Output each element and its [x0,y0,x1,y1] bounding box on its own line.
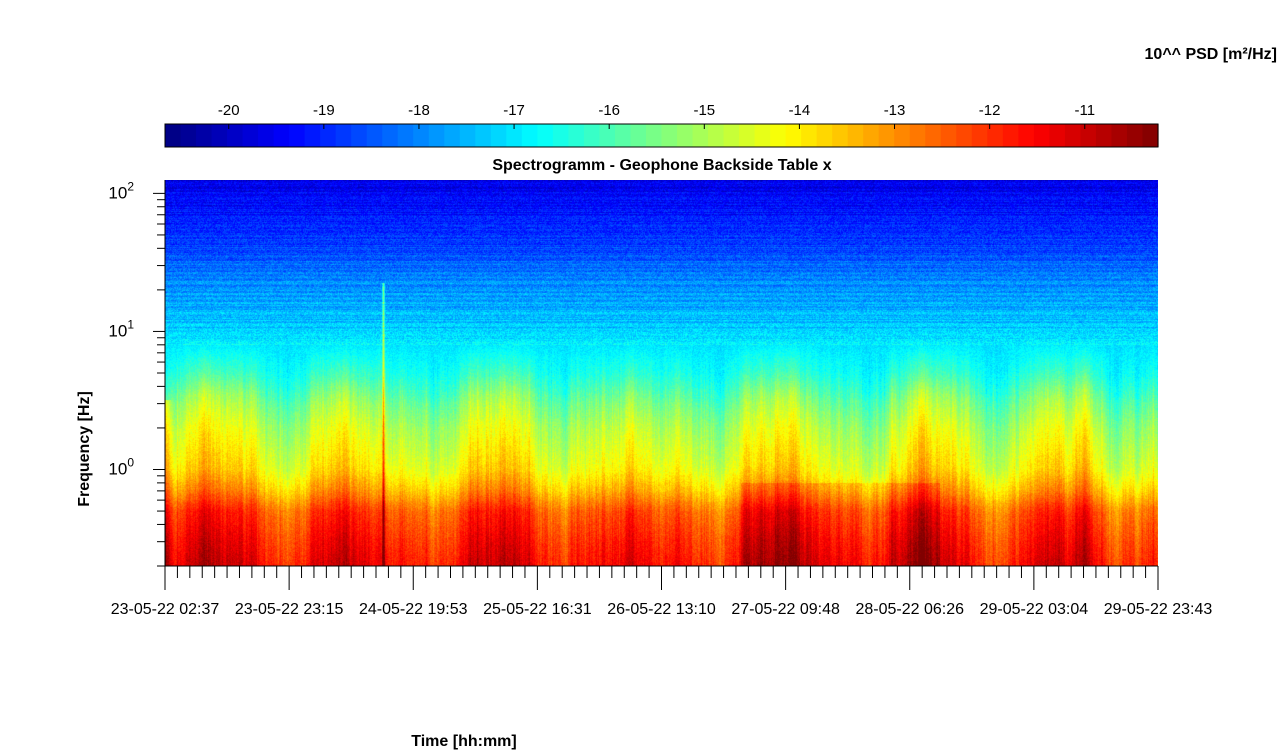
colorbar-swatch [428,124,445,147]
colorbar-swatch [816,124,833,147]
colorbar-label: 10^^ PSD [m²/Hz] [1145,46,1277,63]
x-tick-label: 24-05-22 19:53 [359,601,468,618]
colorbar-swatch [599,124,616,147]
colorbar-ticks: -20 -19 -18 -17 -16 -15 -14 -13 -12 -11 [218,102,1095,129]
colorbar-tick-label: -17 [503,102,525,119]
colorbar-swatch [304,124,321,147]
colorbar-tick-label: -15 [693,102,715,119]
colorbar-frame [164,123,1159,148]
x-tick-label: 26-05-22 13:10 [607,601,716,618]
colorbar-swatch [785,124,802,147]
colorbar-swatch [847,124,864,147]
colorbar-swatch [242,124,259,147]
colorbar-swatch [925,124,942,147]
colorbar-swatch [459,124,476,147]
colorbar-swatch [987,124,1004,147]
colorbar-tick-label: -18 [408,102,430,119]
colorbar-swatch [568,124,585,147]
colorbar-swatch [1064,124,1082,147]
colorbar-swatch [1142,124,1159,147]
colorbar-swatch [211,124,228,147]
colorbar-swatch [506,124,523,147]
colorbar-swatch [335,124,352,147]
colorbar-swatch [832,124,849,147]
x-tick-label: 23-05-22 23:15 [235,601,344,618]
x-tick-label: 29-05-22 03:04 [980,601,1089,618]
colorbar-tick-label: -11 [1074,102,1095,119]
colorbar-swatch [661,124,678,147]
colorbar-swatch [940,124,957,147]
colorbar-swatch [444,124,461,147]
plot-area [165,180,1158,566]
colorbar-tick-label: -20 [218,102,240,119]
colorbar-swatch [273,124,290,147]
colorbar-swatch [1018,124,1035,147]
colorbar-swatch [971,124,988,147]
colorbar-swatch [770,124,787,147]
colorbar-tick-label: -13 [884,102,906,119]
x-axis-label: Time [hh:mm] [411,733,516,750]
x-tick-label: 28-05-22 06:26 [855,601,964,618]
colorbar-tick-label: -12 [979,102,1001,119]
colorbar-swatch [552,124,570,147]
colorbar-swatch [351,124,368,147]
y-axis-label: Frequency [Hz] [76,391,93,507]
colorbar-swatch [692,124,709,147]
x-tick-label: 27-05-22 09:48 [731,601,840,618]
colorbar-swatch [909,124,926,147]
colorbar-swatch [956,124,973,147]
colorbar-swatch [708,124,725,147]
colorbar-tick-label: -19 [313,102,335,119]
colorbar-gradient [165,124,1159,147]
colorbar-swatch [630,124,647,147]
x-axis: 23-05-22 02:37 23-05-22 23:15 24-05-22 19:… [111,565,1213,618]
colorbar-swatch [1126,124,1144,147]
colorbar-tick-label: -16 [598,102,620,119]
colorbar: -20 -19 -18 -17 -16 -15 -14 -13 -12 -11 [164,102,1159,148]
y-axis: 100 101 102 [108,179,166,567]
chart-title: Spectrogramm - Geophone Backside Table x [492,157,831,174]
colorbar-swatch [583,124,601,147]
colorbar-swatch [739,124,756,147]
colorbar-swatch [521,124,538,147]
x-tick-label: 29-05-22 23:43 [1104,601,1213,618]
colorbar-swatch [180,124,197,147]
colorbar-tick-label: -14 [789,102,811,119]
colorbar-swatch [320,124,337,147]
colorbar-swatch [475,124,492,147]
colorbar-swatch [382,124,399,147]
colorbar-swatch [490,124,507,147]
colorbar-swatch [863,124,880,147]
colorbar-swatch [196,124,213,147]
colorbar-swatch [645,124,663,147]
colorbar-swatch [258,124,275,147]
colorbar-swatch [413,124,430,147]
colorbar-swatch [227,124,244,147]
y-tick-label: 101 [108,317,134,340]
x-tick-label: 23-05-22 02:37 [111,601,220,618]
colorbar-swatch [1111,124,1128,147]
colorbar-swatch [754,124,771,147]
colorbar-swatch [1080,124,1097,147]
colorbar-swatch [677,124,694,147]
colorbar-swatch [1033,124,1050,147]
colorbar-swatch [1049,124,1066,147]
colorbar-swatch [723,124,740,147]
colorbar-swatch [397,124,414,147]
colorbar-swatch [801,124,818,147]
colorbar-swatch [1095,124,1113,147]
colorbar-swatch [878,124,895,147]
x-tick-label: 25-05-22 16:31 [483,601,592,618]
colorbar-swatch [289,124,306,147]
colorbar-swatch [537,124,554,147]
spectrogram-heatmap [165,180,1158,566]
colorbar-swatch [1002,124,1019,147]
y-tick-label: 102 [108,179,134,202]
colorbar-swatch [614,124,632,147]
colorbar-swatch [366,124,383,147]
colorbar-swatch [165,124,182,147]
y-tick-label: 100 [108,456,134,479]
colorbar-swatch [894,124,911,147]
